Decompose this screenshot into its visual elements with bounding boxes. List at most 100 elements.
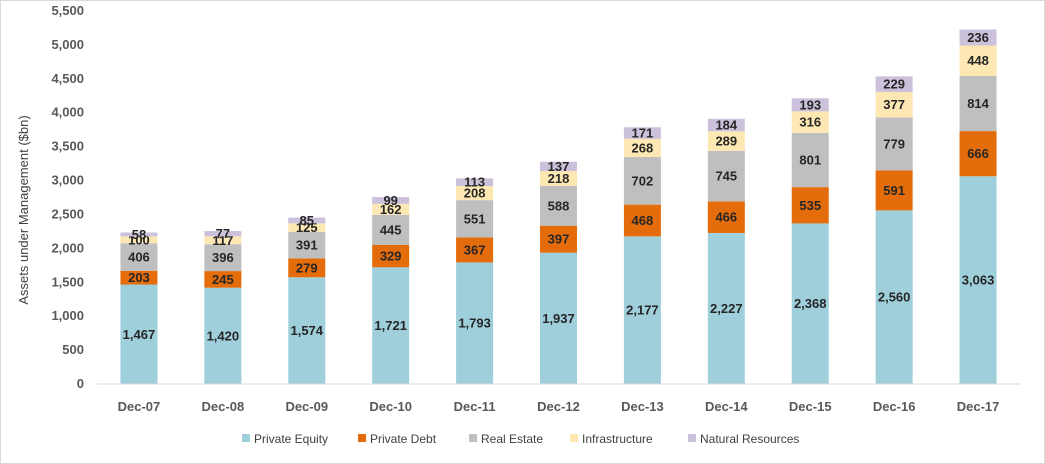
bar-segment — [875, 91, 913, 118]
y-tick-label: 500 — [62, 342, 84, 357]
legend-swatch — [358, 434, 366, 442]
bar-segment — [540, 185, 577, 226]
bar-segment — [623, 236, 661, 384]
bar-segment — [540, 171, 577, 186]
bar-stack: 3,063 666 814 448 236 — [959, 29, 997, 384]
data-label: 279 — [296, 260, 318, 275]
data-label: 391 — [296, 238, 318, 253]
legend-label: Private Debt — [370, 432, 437, 446]
bar-segment — [288, 217, 326, 224]
bar-segment — [791, 132, 829, 188]
bar-segment — [959, 176, 997, 384]
bar-stack: 2,560 591 779 377 229 — [875, 76, 913, 384]
bar-segment — [456, 200, 494, 238]
y-tick-label: 1,000 — [51, 308, 84, 323]
data-label: 184 — [715, 118, 737, 133]
data-label: 2,177 — [626, 303, 659, 318]
data-label: 203 — [128, 270, 150, 285]
bar-segment — [707, 131, 745, 151]
x-tick-label: Dec-11 — [454, 399, 496, 414]
bar-segment — [372, 244, 410, 268]
data-label: 1,937 — [542, 311, 575, 326]
bar-segment — [959, 45, 997, 76]
bar-segment — [288, 231, 326, 259]
legend-swatch — [242, 434, 250, 442]
bar-segment — [875, 117, 913, 171]
y-tick-label: 3,000 — [51, 173, 84, 188]
legend-label: Infrastructure — [582, 432, 653, 446]
data-label: 77 — [216, 226, 230, 241]
bar-segment — [959, 75, 997, 132]
bar-segment — [540, 161, 577, 172]
data-label: 236 — [967, 30, 989, 45]
data-label: 1,793 — [458, 316, 491, 331]
x-tick-label: Dec-13 — [621, 399, 664, 414]
x-tick-label: Dec-08 — [202, 399, 245, 414]
legend-label: Natural Resources — [700, 432, 799, 446]
bar-segment — [707, 118, 745, 132]
y-axis-title: Assets under Management ($bn) — [16, 115, 31, 304]
bar-segment — [623, 138, 661, 158]
data-label: 117 — [212, 233, 233, 248]
data-label: 113 — [464, 175, 485, 190]
data-label: 2,368 — [794, 296, 827, 311]
y-tick-label: 5,000 — [51, 37, 84, 52]
bar-segment — [120, 232, 158, 237]
data-label: 448 — [967, 53, 989, 68]
legend: Private Equity Private Debt Real Estate Inf… — [242, 432, 799, 446]
legend-swatch — [469, 434, 477, 442]
y-axis: 0 500 1,000 1,500 2,000 2,500 3,000 3,500 4,000 4… — [51, 3, 84, 391]
data-label: 137 — [548, 159, 570, 174]
bar-segment — [791, 111, 829, 133]
data-label: 1,574 — [290, 323, 323, 338]
bar-segment — [623, 204, 661, 237]
data-label: 289 — [715, 134, 737, 149]
x-tick-label: Dec-07 — [118, 399, 161, 414]
y-tick-label: 5,500 — [51, 3, 84, 18]
data-label: 99 — [383, 193, 397, 208]
data-label: 367 — [464, 242, 486, 257]
bar-segment — [204, 236, 242, 245]
data-label: 551 — [464, 211, 486, 226]
legend-label: Real Estate — [481, 432, 543, 446]
data-label: 171 — [632, 126, 654, 141]
data-label: 162 — [380, 202, 402, 217]
bar-segment — [120, 270, 158, 285]
x-tick-label: Dec-16 — [873, 399, 916, 414]
bar-segment — [875, 170, 913, 211]
bar-stack: 2,368 535 801 316 193 — [791, 97, 829, 384]
legend-item: Real Estate — [469, 432, 543, 446]
bar-segment — [204, 287, 242, 384]
y-tick-label: 3,500 — [51, 139, 84, 154]
bar-segment — [288, 223, 326, 232]
legend-item: Natural Resources — [688, 432, 799, 446]
y-tick-label: 1,500 — [51, 274, 84, 289]
bar-segment — [372, 267, 410, 384]
bar-segment — [372, 197, 410, 204]
bar-segment — [372, 214, 410, 245]
data-label: 814 — [967, 96, 989, 111]
legend-item: Private Debt — [358, 432, 437, 446]
bar-segment — [456, 186, 494, 201]
bar-segment — [120, 236, 158, 244]
bar-segment — [623, 157, 661, 205]
data-label: 2,560 — [878, 290, 911, 305]
legend-item: Infrastructure — [570, 432, 653, 446]
data-label: 3,063 — [962, 273, 995, 288]
bar-segment — [540, 252, 577, 384]
legend-item: Private Equity — [242, 432, 328, 446]
data-label: 125 — [296, 220, 318, 235]
data-label: 702 — [632, 173, 654, 188]
bar-segment — [456, 178, 494, 187]
data-label: 666 — [967, 146, 989, 161]
data-label: 779 — [883, 136, 905, 151]
data-label: 316 — [799, 115, 821, 130]
